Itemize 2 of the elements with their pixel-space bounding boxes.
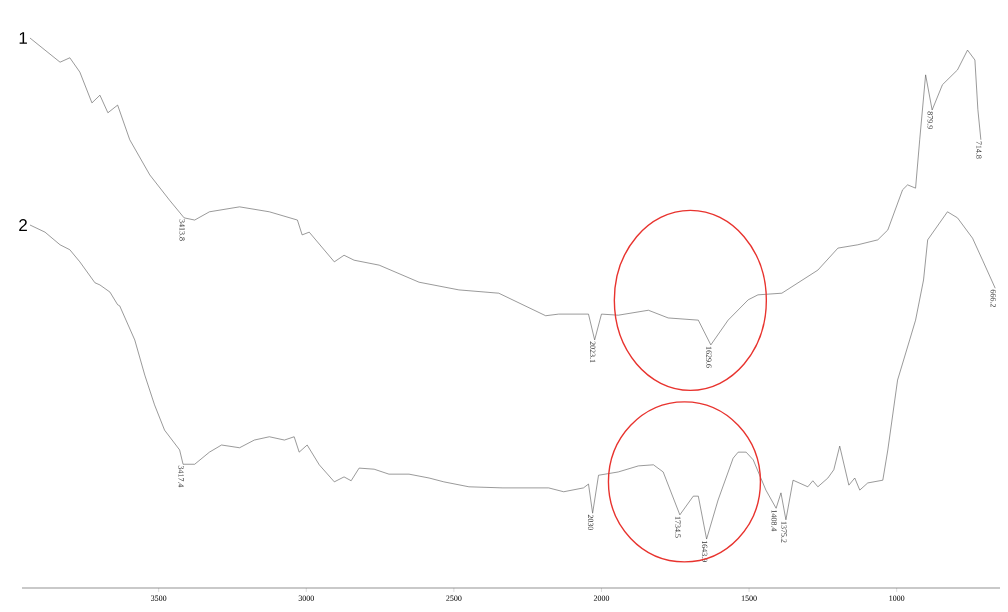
series-label: 1 — [19, 32, 27, 44]
series-label: 2 — [19, 219, 27, 231]
